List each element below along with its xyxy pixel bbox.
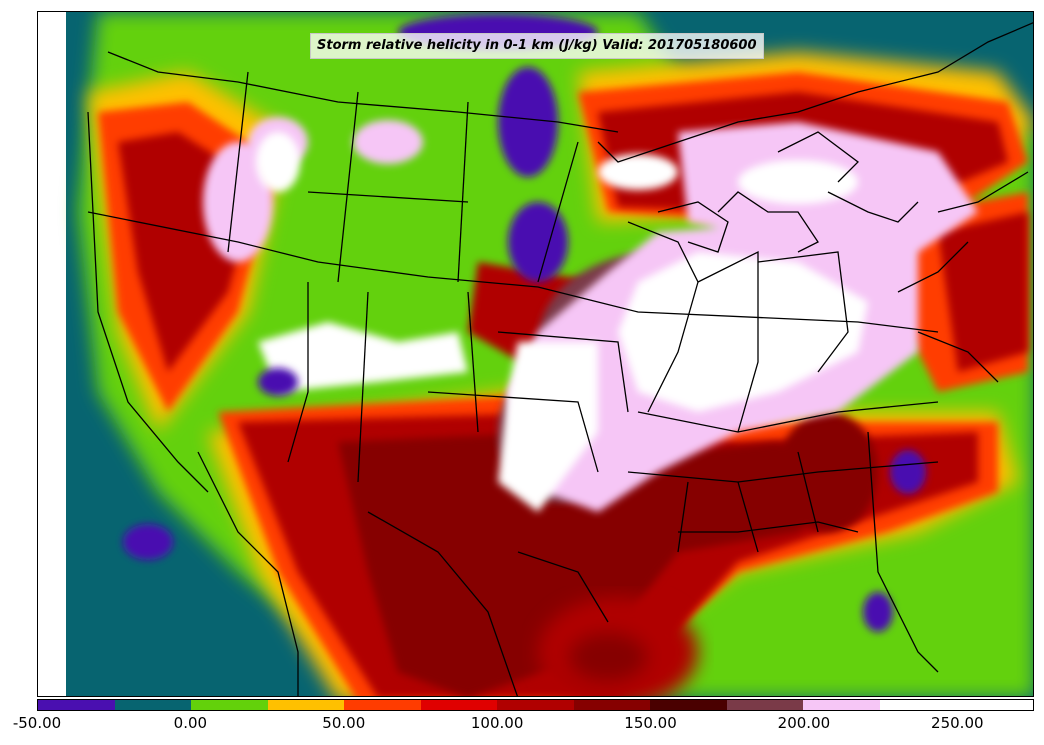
colorbar-tick-label: 50.00 xyxy=(322,714,366,732)
colorbar-segment xyxy=(267,700,345,710)
colorbar-tick-label: 150.00 xyxy=(624,714,677,732)
colorbar-ticks: -50.00 0.00 50.00 100.00 150.00 200.00 250.00 xyxy=(0,714,1044,738)
helicity-map xyxy=(38,12,1033,696)
colorbar-tick-label: 250.00 xyxy=(931,714,984,732)
colorbar-segment xyxy=(344,700,421,710)
map-panel: Storm relative helicity in 0-1 km (J/kg)… xyxy=(37,11,1034,697)
colorbar xyxy=(37,699,1034,711)
gulf-feature xyxy=(538,597,698,696)
colorbar-segment xyxy=(497,700,574,710)
colorbar-tick-label: 200.00 xyxy=(777,714,831,732)
colorbar-tick-label: -50.00 xyxy=(12,714,62,732)
colorbar-segment xyxy=(803,700,880,710)
colorbar-segment xyxy=(191,700,268,710)
political-boundaries xyxy=(87,22,1033,696)
field-layer-white xyxy=(256,132,868,512)
colorbar-segment xyxy=(114,700,192,710)
colorbar-tick-label: 100.00 xyxy=(470,714,524,732)
colorbar-segment xyxy=(420,700,498,710)
colorbar-segment xyxy=(38,700,115,710)
map-title: Storm relative helicity in 0-1 km (J/kg)… xyxy=(310,33,764,59)
colorbar-tick-label: 0.00 xyxy=(173,714,208,732)
colorbar-segment xyxy=(956,700,1033,710)
colorbar-segment xyxy=(879,700,957,710)
colorbar-segment xyxy=(573,700,651,710)
colorbar-segment xyxy=(726,700,804,710)
no-data-area xyxy=(38,12,66,696)
colorbar-segment xyxy=(650,700,727,710)
